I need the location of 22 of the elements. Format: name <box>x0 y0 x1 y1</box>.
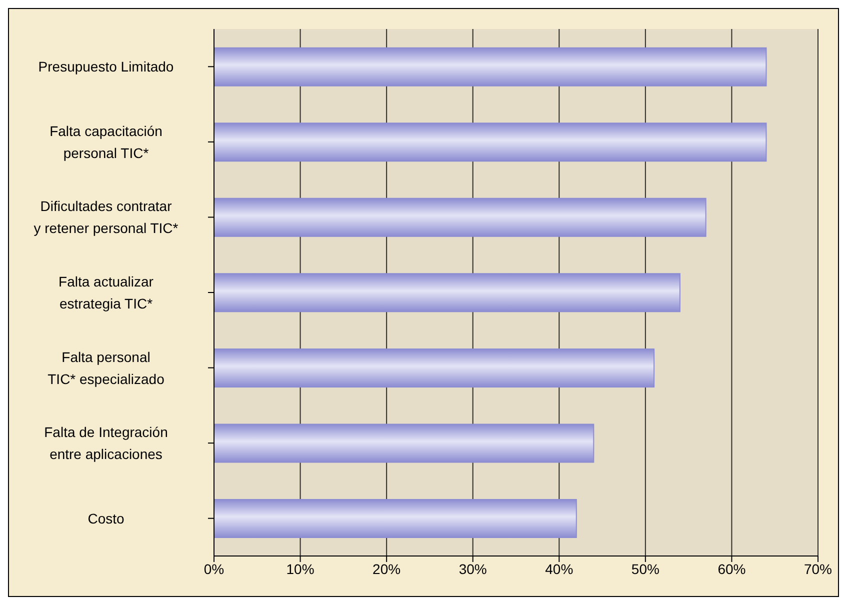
y-tick-label: Falta capacitación personal TIC* <box>50 122 162 161</box>
y-tick-label: Falta actualizar estrategia TIC* <box>58 274 154 312</box>
x-tick-label: 20% <box>372 560 401 577</box>
bar <box>214 424 594 463</box>
x-tick-label: 50% <box>631 560 660 577</box>
bar <box>214 47 767 86</box>
bar <box>214 499 577 538</box>
y-tick-label: Dificultades contratar y retener personal TIC* <box>34 198 179 236</box>
x-tick-label: 30% <box>458 560 487 577</box>
x-tick-label: 70% <box>804 560 832 577</box>
bar <box>214 122 767 162</box>
bar <box>214 348 655 388</box>
bar <box>214 198 706 237</box>
y-tick-label: Falta personal TIC* especializado <box>48 348 165 387</box>
x-tick-label: 60% <box>718 560 746 577</box>
x-tick-label: 0% <box>204 560 224 577</box>
y-tick-label: Presupuesto Limitado <box>38 58 174 75</box>
x-tick-label: 40% <box>545 560 574 577</box>
bar <box>214 273 680 312</box>
y-tick-label: Costo <box>88 510 124 526</box>
y-tick-label: Falta de Integración entre aplicaciones <box>44 424 168 462</box>
x-tick-label: 10% <box>286 560 314 577</box>
